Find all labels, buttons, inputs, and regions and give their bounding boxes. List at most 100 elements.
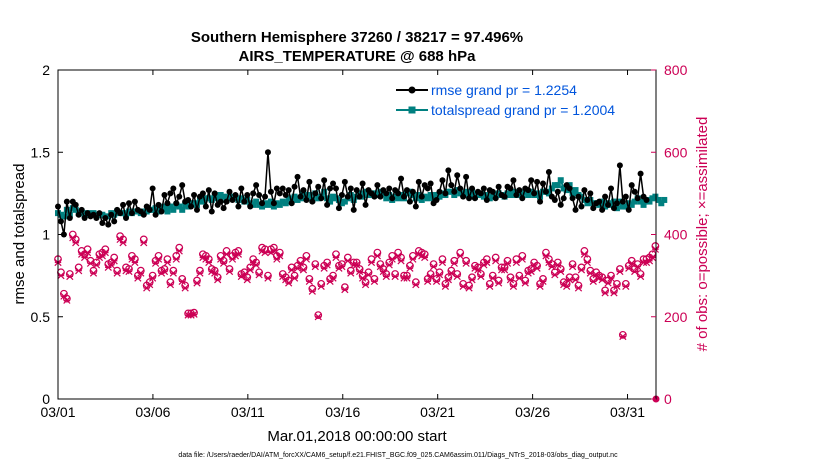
obs-possible-point	[408, 251, 417, 260]
obs-assimilated-point	[426, 272, 435, 281]
totalspread-point	[412, 195, 419, 202]
totalspread-point	[658, 200, 665, 207]
obs-assimilated-point	[551, 271, 559, 279]
totalspread-point	[522, 188, 529, 195]
rmse-point	[324, 201, 331, 208]
rmse-point	[436, 188, 443, 195]
obs-possible-point	[367, 255, 376, 264]
rmse-point	[332, 185, 339, 192]
y-right-tick-label: 600	[664, 144, 688, 160]
rmse-point	[193, 206, 200, 213]
obs-assimilated-point	[240, 271, 248, 279]
obs-possible-point	[314, 311, 323, 320]
rmse-point	[557, 201, 564, 208]
obs-assimilated-point	[154, 255, 163, 263]
rmse-point	[191, 192, 198, 199]
rmse-point	[401, 193, 408, 200]
obs-assimilated-point	[107, 261, 115, 269]
obs-assimilated-point	[424, 277, 432, 286]
rmse-point	[386, 185, 393, 192]
obs-assimilated-point	[288, 266, 296, 274]
totalspread-point	[454, 187, 461, 194]
totalspread-point	[548, 185, 555, 192]
rmse-point	[259, 200, 266, 207]
totalspread-point	[610, 198, 617, 205]
obs-assimilated-point	[506, 276, 515, 284]
obs-assimilated-point	[255, 271, 263, 279]
obs-assimilated-point	[169, 269, 177, 277]
rmse-point	[330, 180, 337, 187]
totalspread-point	[341, 198, 348, 205]
rmse-point	[217, 198, 224, 205]
obs-assimilated-point	[119, 239, 127, 247]
obs-assimilated-point	[444, 276, 452, 284]
obs-assimilated-point	[308, 287, 316, 295]
obs-assimilated-point	[252, 261, 260, 269]
totalspread-point	[167, 203, 174, 210]
obs-possible-point	[618, 330, 627, 339]
obs-assimilated-point	[382, 272, 390, 281]
obs-assimilated-point	[299, 266, 308, 274]
obs-assimilated-point	[376, 262, 384, 271]
obs-possible-point	[373, 248, 382, 257]
rmse-point	[347, 185, 354, 192]
totalspread-point	[557, 177, 564, 184]
obs-assimilated-point	[361, 281, 370, 289]
totalspread-point	[602, 203, 609, 210]
obs-assimilated-point	[379, 267, 387, 276]
obs-assimilated-point	[409, 255, 417, 263]
totalspread-point	[631, 198, 638, 205]
totalspread-point	[60, 213, 67, 220]
totalspread-point	[214, 195, 221, 202]
totalspread-point	[655, 196, 662, 203]
obs-assimilated-point	[311, 262, 319, 271]
rmse-point	[161, 192, 168, 199]
rmse-point	[516, 187, 523, 194]
totalspread-point	[253, 198, 260, 205]
obs-assimilated-point	[486, 282, 494, 290]
totalspread-point	[321, 188, 328, 195]
y-left-tick-label: 0	[42, 391, 50, 407]
totalspread-point	[179, 206, 186, 213]
rmse-point	[282, 192, 289, 199]
obs-assimilated-point	[568, 262, 577, 271]
rmse-point	[362, 201, 369, 208]
y-axis-label-right: # of obs: o=possible; ×=assimilated	[694, 117, 711, 352]
rmse-point	[418, 193, 425, 200]
rmse-point	[608, 185, 615, 192]
obs-assimilated-point	[296, 259, 305, 267]
rmse-point	[335, 205, 342, 212]
obs-assimilated-point	[536, 282, 544, 290]
legend-spread-label: totalspread grand pr = 1.2004	[431, 102, 615, 118]
obs-assimilated-point	[264, 274, 272, 282]
rmse-point	[415, 178, 422, 185]
obs-assimilated-point	[610, 289, 618, 297]
totalspread-point	[324, 195, 331, 202]
totalspread-point	[386, 192, 393, 199]
obs-assimilated-point	[397, 257, 405, 265]
rmse-point	[492, 195, 499, 202]
obs-possible-point	[651, 242, 660, 250]
obs-assimilated-point	[86, 259, 95, 267]
legend-rmse-marker	[408, 86, 416, 94]
rmse-point	[433, 196, 440, 203]
obs-assimilated-point	[563, 282, 571, 290]
obs-assimilated-point	[574, 284, 583, 292]
totalspread-point	[528, 188, 535, 195]
rmse-point	[628, 182, 635, 189]
obs-assimilated-point	[500, 266, 509, 274]
totalspread-point	[306, 192, 313, 199]
obs-assimilated-point	[347, 269, 355, 277]
totalspread-point	[282, 200, 289, 207]
obs-possible-point	[438, 255, 447, 264]
totalspread-point	[646, 198, 653, 205]
rmse-point	[610, 205, 617, 212]
rmse-point	[471, 195, 478, 202]
obs-assimilated-point	[604, 279, 612, 287]
obs-assimilated-point	[557, 267, 565, 276]
obs-assimilated-point	[329, 274, 337, 282]
rmse-point	[108, 211, 115, 218]
rmse-point	[480, 185, 487, 192]
rmse-point	[211, 190, 218, 197]
